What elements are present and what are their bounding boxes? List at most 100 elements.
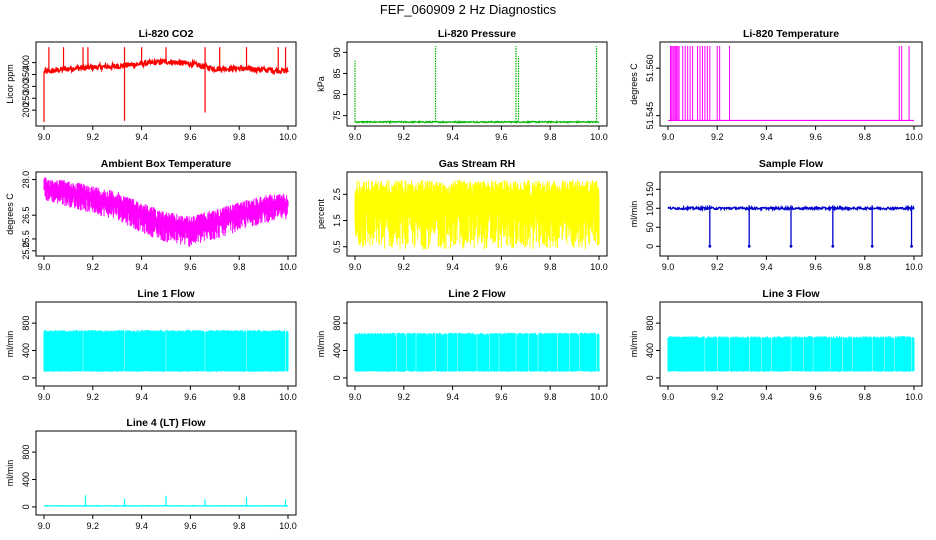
y-tick-label: 85 [332, 68, 342, 78]
x-tick-label: 9.4 [135, 262, 148, 272]
panel-sampleflow: Sample Flow 9.0 9.2 9.4 9.6 9.8 10.0 0 50 100 150 m… [629, 158, 923, 272]
series-ambient [43, 177, 289, 247]
x-tick-label: 9.0 [38, 521, 51, 531]
series-line3 [667, 336, 915, 372]
x-tick-label: 9.2 [87, 392, 100, 402]
y-axis-label: kPa [316, 76, 326, 92]
x-tick-label: 9.8 [544, 132, 557, 142]
y-tick-label: 26.5 [21, 206, 31, 224]
y-tick-label: 25.0 [21, 242, 31, 260]
plot-frame [35, 430, 297, 516]
y-tick-label: 2.5 [332, 188, 342, 201]
data-dip-point [789, 244, 793, 248]
plot-frame [346, 301, 608, 387]
plot-frame [35, 41, 297, 127]
x-tick-label: 10.0 [279, 262, 297, 272]
data-dip-point [870, 244, 874, 248]
x-tick-label: 9.6 [495, 132, 508, 142]
x-tick-label: 10.0 [279, 521, 297, 531]
panel-rh: Gas Stream RH 9.0 9.2 9.4 9.6 9.8 10.0 0.5 1.5 2.… [316, 158, 608, 272]
y-tick-label: 75 [332, 111, 342, 121]
x-tick-label: 9.8 [859, 132, 872, 142]
y-tick-label: 200 [21, 103, 31, 118]
y-axis-label: degrees C [5, 193, 15, 235]
x-tick-label: 9.4 [446, 132, 459, 142]
y-axis-label: ml/min [5, 460, 15, 487]
plot-frame [659, 171, 923, 257]
series-pressure [354, 46, 599, 125]
y-tick-label: 80 [332, 90, 342, 100]
y-tick-label: 0 [645, 244, 655, 249]
x-tick-label: 9.0 [38, 392, 51, 402]
plot-frame [35, 171, 297, 257]
panel-title: Gas Stream RH [439, 158, 515, 170]
y-tick-label: 800 [332, 316, 342, 331]
y-tick-label: 25.5 [21, 230, 31, 248]
data-dip-point [747, 244, 751, 248]
x-tick-label: 9.4 [135, 392, 148, 402]
y-tick-label: 0 [332, 375, 342, 380]
data-line [43, 57, 289, 76]
y-tick-label: 50 [645, 222, 655, 232]
x-tick-label: 9.0 [662, 262, 675, 272]
panel-title: Line 2 Flow [448, 288, 506, 300]
panel-line2: Line 2 Flow 9.0 9.2 9.4 9.6 9.8 10.0 0 400 800 ml/… [316, 288, 608, 402]
x-tick-label: 9.2 [398, 392, 411, 402]
y-tick-label: 150 [645, 182, 655, 197]
x-tick-label: 9.8 [544, 262, 557, 272]
x-tick-label: 9.8 [233, 262, 246, 272]
y-tick-label: 0 [21, 375, 31, 380]
y-axis-label: degrees C [629, 63, 639, 105]
y-axis-label: ml/min [629, 201, 639, 228]
y-tick-label: 1.5 [332, 214, 342, 227]
panel-title: Ambient Box Temperature [101, 158, 232, 170]
x-tick-label: 9.6 [809, 392, 822, 402]
y-tick-label: 0 [21, 504, 31, 509]
x-tick-label: 9.0 [662, 392, 675, 402]
panel-temperature: Li-820 Temperature 9.0 9.2 9.4 9.6 9.8 10.0 51.… [629, 28, 923, 142]
panel-title: Li-820 Temperature [743, 28, 839, 40]
x-tick-label: 9.2 [87, 132, 100, 142]
data-dip-point [708, 244, 712, 248]
y-tick-label: 800 [645, 316, 655, 331]
x-tick-label: 9.0 [38, 262, 51, 272]
x-tick-label: 9.6 [184, 132, 197, 142]
y-axis-label: Licor ppm [5, 64, 15, 104]
x-tick-label: 9.6 [495, 392, 508, 402]
x-tick-label: 9.0 [662, 132, 675, 142]
x-tick-label: 9.2 [398, 132, 411, 142]
x-tick-label: 9.6 [495, 262, 508, 272]
x-tick-label: 9.8 [233, 132, 246, 142]
y-tick-label: 0.5 [332, 241, 342, 254]
panel-line4: Line 4 (LT) Flow 9.0 9.2 9.4 9.6 9.8 10.0 0 400 8… [5, 417, 297, 531]
x-tick-label: 9.2 [87, 262, 100, 272]
series-temperature [668, 46, 914, 122]
x-tick-label: 9.4 [446, 392, 459, 402]
panel-title: Sample Flow [759, 158, 824, 170]
x-tick-label: 9.8 [544, 392, 557, 402]
data-dip-point [910, 244, 913, 248]
data-band [43, 330, 289, 372]
data-line [354, 119, 599, 125]
x-tick-label: 10.0 [590, 262, 608, 272]
data-band [354, 332, 600, 372]
x-tick-label: 9.2 [711, 392, 724, 402]
x-tick-label: 9.4 [135, 521, 148, 531]
y-tick-label: 800 [21, 316, 31, 331]
x-tick-label: 9.4 [135, 132, 148, 142]
panel-title: Li-820 Pressure [438, 28, 516, 40]
y-tick-label: 400 [21, 343, 31, 358]
panel-title: Line 4 (LT) Flow [126, 417, 206, 429]
y-tick-label: 51.560 [645, 54, 655, 82]
y-tick-label: 90 [332, 47, 342, 57]
y-axis-label: percent [316, 198, 326, 229]
x-tick-label: 9.6 [809, 132, 822, 142]
x-tick-label: 9.2 [87, 521, 100, 531]
y-tick-label: 51.545 [645, 102, 655, 130]
y-tick-label: 400 [332, 343, 342, 358]
panel-pressure: Li-820 Pressure 9.0 9.2 9.4 9.6 9.8 10.0 75 80 85… [316, 28, 608, 142]
x-tick-label: 9.4 [760, 132, 773, 142]
x-tick-label: 10.0 [905, 392, 923, 402]
x-tick-label: 9.8 [233, 521, 246, 531]
